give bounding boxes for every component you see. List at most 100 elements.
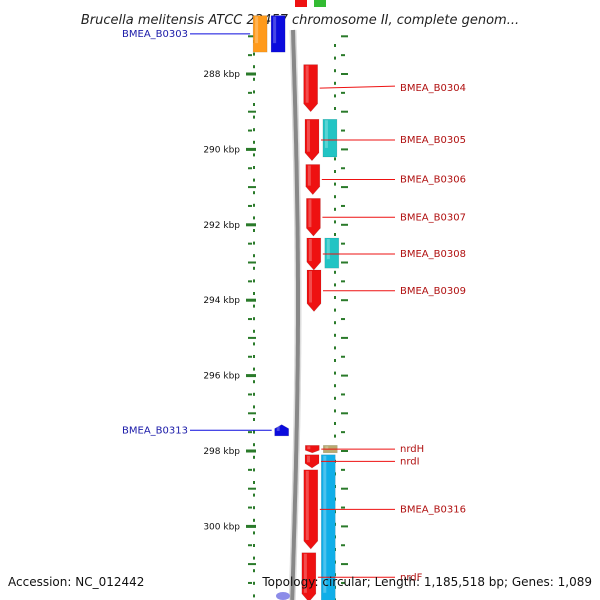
minor-tick <box>341 468 345 471</box>
major-tick <box>246 449 256 453</box>
minor-tick <box>248 506 252 509</box>
minor-tick <box>334 346 336 350</box>
minor-tick <box>253 493 255 497</box>
minor-tick <box>253 392 255 396</box>
minor-tick <box>248 487 256 490</box>
minor-tick <box>334 384 336 388</box>
gene-highlight <box>325 446 329 450</box>
backbone-line <box>290 29 300 600</box>
minor-tick <box>334 94 336 98</box>
tick-label: 290 kbp <box>203 145 240 155</box>
minor-tick <box>253 128 255 132</box>
minor-tick <box>248 110 256 113</box>
minor-tick <box>334 409 336 413</box>
major-tick <box>246 374 256 378</box>
minor-tick <box>248 204 252 207</box>
minor-tick <box>248 261 256 264</box>
minor-tick <box>253 455 255 459</box>
minor-tick <box>253 266 255 270</box>
minor-tick <box>253 569 255 573</box>
gene-highlight <box>255 16 259 44</box>
minor-tick <box>341 487 348 490</box>
minor-tick <box>253 329 255 333</box>
minor-tick <box>341 563 348 566</box>
gene-highlight <box>307 165 311 186</box>
gene-label: BMEA_B0305 <box>400 135 466 146</box>
minor-tick <box>334 107 336 110</box>
tick-label: 298 kbp <box>203 447 240 457</box>
gene-highlight <box>303 553 307 593</box>
minor-tick <box>248 468 252 471</box>
tick-label: 294 kbp <box>203 296 240 306</box>
minor-tick <box>341 280 345 283</box>
minor-tick <box>253 355 255 358</box>
minor-tick <box>334 321 336 325</box>
minor-tick <box>253 544 255 547</box>
gene-block <box>270 15 286 53</box>
gene-block <box>303 64 318 113</box>
gene-highlight <box>276 425 280 431</box>
minor-tick <box>341 35 348 38</box>
accession-text: Accession: NC_012442 <box>8 575 144 589</box>
minor-tick <box>341 355 345 358</box>
minor-tick <box>253 216 255 220</box>
gene-label: BMEA_B0307 <box>400 212 466 223</box>
minor-tick <box>334 44 336 47</box>
topology-text: Topology: circular; Length: 1,185,518 bp… <box>261 575 592 589</box>
minor-tick <box>341 91 345 94</box>
gene-label: BMEA_B0316 <box>400 504 466 515</box>
minor-tick <box>253 430 255 434</box>
minor-tick <box>341 431 345 434</box>
minor-tick <box>341 186 348 189</box>
gene-block <box>304 454 320 469</box>
minor-tick <box>253 279 255 283</box>
minor-tick <box>253 594 255 598</box>
gene-highlight <box>305 65 309 103</box>
minor-tick <box>253 443 255 447</box>
tick-label: 296 kbp <box>203 372 240 382</box>
major-tick <box>246 147 256 151</box>
minor-tick <box>341 110 348 113</box>
gene-highlight <box>306 120 310 152</box>
minor-tick <box>341 393 345 396</box>
minor-tick <box>253 367 255 371</box>
gene-label-layer: BMEA_B0303 BMEA_B0313 BMEA_B0304 BMEA_B0305… <box>122 29 466 583</box>
gene-block <box>303 469 319 550</box>
minor-tick <box>253 481 255 484</box>
minor-tick <box>248 54 252 57</box>
gene-block <box>306 198 321 237</box>
minor-tick <box>334 182 336 186</box>
minor-tick <box>334 434 336 438</box>
minor-tick <box>341 54 345 57</box>
minor-tick <box>248 242 252 245</box>
minor-tick <box>341 148 348 151</box>
major-tick <box>246 223 256 227</box>
minor-tick <box>334 359 336 362</box>
gene-label: BMEA_B0303 <box>122 29 188 40</box>
minor-tick <box>334 270 336 274</box>
minor-tick <box>341 204 345 207</box>
gene-highlight <box>308 238 312 262</box>
gene-highlight <box>308 271 312 303</box>
minor-tick <box>253 292 255 295</box>
minor-tick <box>341 374 348 377</box>
gene-label: nrdH <box>400 444 424 455</box>
minor-tick <box>341 73 348 75</box>
minor-tick <box>334 296 336 299</box>
minor-tick <box>253 203 255 207</box>
gene-highlight <box>307 446 311 450</box>
minor-tick <box>334 207 336 211</box>
minor-tick <box>248 129 252 132</box>
gene-block <box>306 237 322 271</box>
gene-leader-line <box>319 85 396 89</box>
minor-tick <box>341 525 348 528</box>
gene-highlight <box>305 470 309 541</box>
major-tick <box>246 72 256 76</box>
minor-tick <box>341 506 345 509</box>
minor-tick <box>334 333 336 337</box>
gene-label: BMEA_B0313 <box>122 425 188 436</box>
minor-tick <box>334 81 336 85</box>
minor-tick <box>248 336 256 339</box>
minor-tick <box>248 393 252 396</box>
